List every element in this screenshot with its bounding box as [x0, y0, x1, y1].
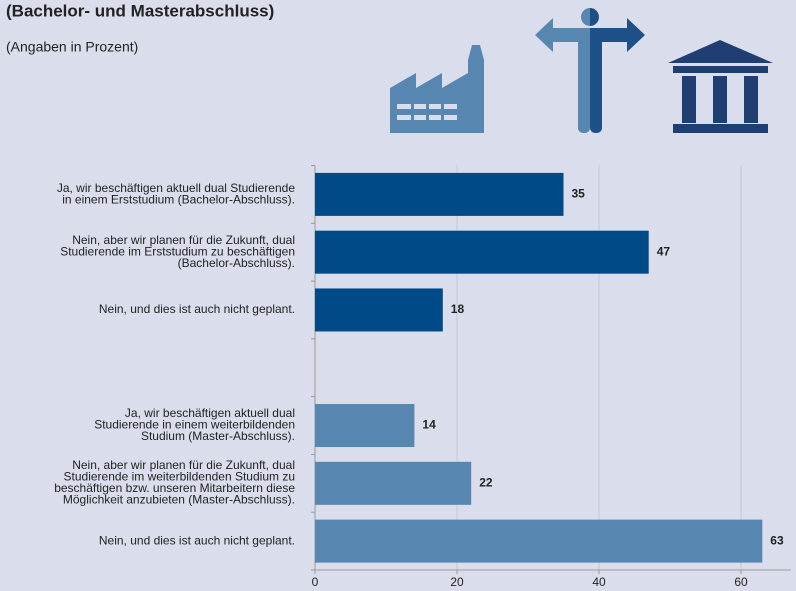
category-label: Möglichkeit anzubieten (Master-Abschluss… [63, 493, 295, 507]
x-tick-label: 20 [450, 575, 464, 589]
category-label: Nein, und dies ist auch nicht geplant. [99, 533, 295, 547]
value-label: 18 [451, 302, 465, 316]
value-label: 47 [657, 244, 671, 258]
category-label: (Bachelor-Abschluss). [178, 256, 295, 270]
bar [315, 404, 415, 448]
factory-icon [390, 45, 484, 133]
bar [315, 288, 443, 332]
category-label: Nein, aber wir planen für die Zukunft, d… [72, 233, 295, 247]
category-label: Studierende im weiterbildenden Studium z… [64, 470, 295, 484]
category-label: Ja, wir beschäftigen aktuell dual Studie… [57, 181, 295, 195]
category-label: Studierende im Erststudium zu beschäftig… [60, 244, 295, 258]
category-label: in einem Erststudium (Bachelor-Abschluss… [62, 192, 295, 206]
x-tick-label: 60 [734, 575, 748, 589]
x-tick-label: 40 [592, 575, 606, 589]
value-label: 14 [422, 418, 436, 432]
bar [315, 519, 763, 563]
category-label: Nein, und dies ist auch nicht geplant. [99, 302, 295, 316]
value-label: 63 [770, 533, 784, 547]
chart-subtitle: (Angaben in Prozent) [6, 39, 138, 55]
category-label: Studium (Master-Abschluss). [141, 429, 295, 443]
x-tick-label: 0 [312, 575, 319, 589]
category-label: Studierende in einem weiterbildenden [94, 418, 295, 432]
bar [315, 461, 472, 505]
category-label: Nein, aber wir planen für die Zukunft, d… [72, 458, 295, 472]
value-label: 35 [572, 187, 586, 201]
institution-icon [668, 40, 773, 133]
category-label: Ja, wir beschäftigen aktuell dual [125, 406, 295, 420]
category-label: beschäftigen bzw. unseren Mitarbeitern d… [54, 481, 295, 495]
value-label: 22 [479, 475, 493, 489]
bar [315, 230, 649, 274]
crossroads-icon [535, 8, 645, 133]
chart-title: (Bachelor- und Masterabschluss) [6, 1, 274, 20]
bar [315, 172, 564, 216]
